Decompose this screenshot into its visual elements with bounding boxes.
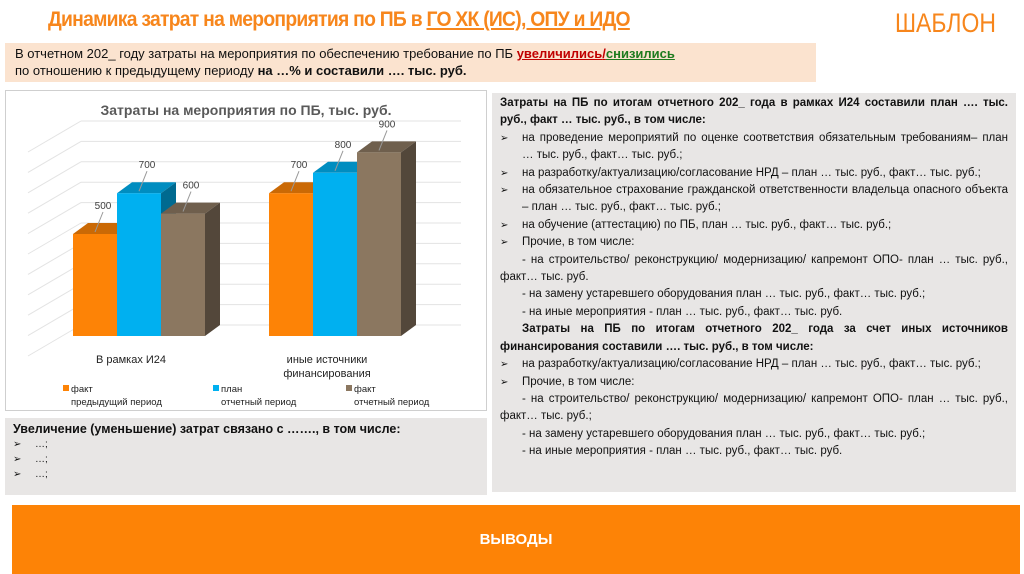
- list-item: Прочие, в том числе:: [500, 374, 1008, 392]
- sub-item: - на замену устаревшего оборудования пла…: [522, 427, 926, 440]
- legend-swatch: [213, 385, 219, 391]
- list-item: на обязательное страхование гражданской …: [500, 182, 1008, 217]
- legend-label: отчетный период: [354, 397, 430, 408]
- data-label: 900: [379, 119, 396, 130]
- legend-label: план: [221, 384, 242, 395]
- title-text: Динамика затрат на мероприятия по ПБ в: [48, 8, 427, 31]
- intro-text-3: на …% и составили …. тыс. руб.: [257, 63, 467, 78]
- chart-title: Затраты на мероприятия по ПБ, тыс. руб.: [100, 102, 391, 118]
- left-panel: Увеличение (уменьшение) затрат связано с…: [5, 418, 487, 495]
- data-label: 700: [139, 160, 156, 171]
- data-label-leader: [378, 130, 388, 151]
- data-label: 600: [183, 181, 200, 192]
- list-item: …;: [13, 452, 479, 467]
- increased-text: увеличились: [516, 46, 603, 61]
- gridline-side: [27, 222, 82, 255]
- slash: /: [602, 46, 606, 61]
- data-label: 500: [95, 201, 112, 212]
- left-heading: Увеличение (уменьшение) затрат связано с…: [13, 422, 401, 436]
- bar: [117, 193, 161, 336]
- gridline-side: [27, 120, 82, 153]
- bar-top: [161, 202, 220, 214]
- section-heading: Затраты на ПБ по итогам отчетного 202_ г…: [500, 323, 1008, 353]
- gridline-side: [27, 324, 82, 357]
- gridline-side: [27, 263, 82, 296]
- chart-svg: Затраты на мероприятия по ПБ, тыс. руб. 5…: [27, 102, 461, 408]
- gridline-side: [27, 304, 82, 337]
- data-label: 800: [335, 140, 352, 151]
- bar-top: [117, 182, 176, 194]
- bar: [161, 213, 205, 336]
- data-label-leader: [290, 171, 300, 192]
- legend-swatch: [346, 385, 352, 391]
- list-item: …;: [13, 437, 479, 452]
- category-label: финансирования: [283, 368, 370, 380]
- sub-item: - на строительство/ реконструкцию/ модер…: [500, 392, 1008, 423]
- chart: Затраты на мероприятия по ПБ, тыс. руб. 5…: [5, 90, 487, 411]
- list-item: …;: [13, 467, 479, 482]
- bar-side: [205, 202, 220, 336]
- gridline-side: [27, 140, 82, 173]
- legend-label: отчетный период: [221, 397, 297, 408]
- legend-label: предыдущий период: [71, 397, 162, 408]
- data-label-leader: [182, 191, 192, 212]
- intro-text-2: по отношению к предыдущему периоду: [15, 63, 258, 78]
- bar: [73, 234, 117, 336]
- intro-box: В отчетном 202_ году затраты на мероприя…: [5, 43, 816, 82]
- conclusions-banner: ВЫВОДЫ: [12, 505, 1020, 574]
- gridline-side: [27, 181, 82, 214]
- sub-item: - на замену устаревшего оборудования пла…: [522, 288, 926, 301]
- template-label: ШАБЛОН: [895, 8, 996, 38]
- right-panel: Затраты на ПБ по итогам отчетного 202_ г…: [492, 93, 1016, 492]
- bar: [313, 172, 357, 336]
- gridline-side: [27, 161, 82, 194]
- bar-top: [357, 141, 416, 153]
- category-label: иные источники: [287, 354, 368, 366]
- gridline-side: [27, 242, 82, 275]
- list-item: на обучение (аттестацию) по ПБ, план … т…: [500, 217, 1008, 235]
- list-item: Прочие, в том числе:: [500, 234, 1008, 252]
- bar-side: [401, 141, 416, 336]
- legend-label: факт: [354, 384, 376, 395]
- list-item: на разработку/актуализацию/согласование …: [500, 165, 1008, 183]
- page-title: Динамика затрат на мероприятия по ПБ в Г…: [48, 8, 631, 32]
- sub-item: - на иные мероприятия - план … тыс. руб.…: [522, 305, 843, 318]
- bar: [269, 193, 313, 336]
- legend-swatch: [63, 385, 69, 391]
- data-label: 700: [291, 160, 308, 171]
- data-label-leader: [334, 150, 344, 171]
- intro-text: В отчетном 202_ году затраты на мероприя…: [15, 46, 517, 61]
- sub-item: - на иные мероприятия - план … тыс. руб.…: [522, 445, 843, 458]
- gridline-side: [27, 283, 82, 316]
- list-item: на разработку/актуализацию/согласование …: [500, 356, 1008, 374]
- title-underlined: ГО ХК (ИС), ОПУ и ИДО: [426, 8, 630, 31]
- section-heading: Затраты на ПБ по итогам отчетного 202_ г…: [500, 97, 1008, 127]
- list-item: на проведение мероприятий по оценке соот…: [500, 130, 1008, 165]
- sub-item: - на строительство/ реконструкцию/ модер…: [500, 253, 1008, 284]
- category-label: В рамках И24: [96, 354, 166, 366]
- data-label-leader: [138, 171, 148, 192]
- data-label-leader: [94, 211, 104, 233]
- bar: [357, 152, 401, 336]
- gridline-side: [27, 202, 82, 235]
- decreased-text: снизились: [605, 46, 675, 61]
- legend-label: факт: [71, 384, 93, 395]
